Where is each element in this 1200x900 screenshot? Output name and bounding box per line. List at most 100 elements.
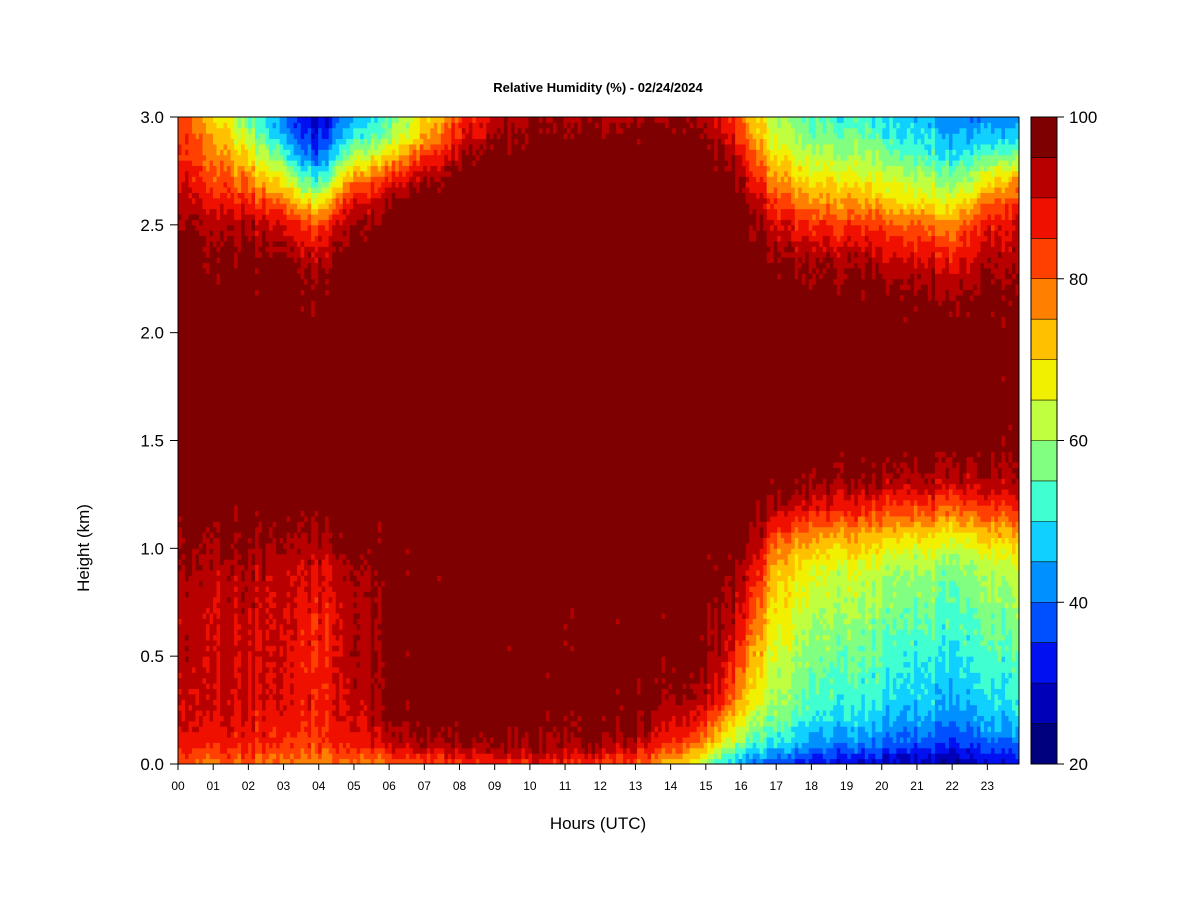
heatmap-cell (966, 170, 971, 183)
heatmap-cell (973, 214, 978, 226)
heatmap-cell (269, 154, 274, 161)
heatmap-cell (899, 467, 904, 474)
heatmap-cell (864, 580, 869, 587)
heatmap-cell (272, 602, 277, 609)
heatmap-cell (997, 559, 1002, 587)
heatmap-cell (770, 737, 775, 749)
heatmap-cell (1004, 677, 1009, 684)
heatmap-cell (307, 693, 312, 711)
heatmap-cell (903, 246, 908, 264)
heatmap-cell (920, 133, 925, 145)
heatmap-cell (861, 505, 866, 517)
heatmap-cell (602, 715, 606, 722)
heatmap-cell (742, 176, 747, 188)
heatmap-cell (920, 505, 925, 512)
heatmap-cell (910, 154, 915, 172)
heatmap-cell (787, 160, 792, 177)
heatmap-cell (780, 704, 785, 733)
heatmap-cell (777, 219, 782, 231)
heatmap-cell (1001, 510, 1006, 522)
heatmap-cell (616, 618, 621, 625)
heatmap-cell (966, 542, 971, 549)
heatmap-cell (412, 117, 417, 140)
heatmap-cell (959, 499, 964, 517)
heatmap-cell (283, 197, 288, 204)
heatmap-cell (938, 219, 943, 237)
heatmap-cell (917, 623, 922, 630)
heatmap-cell (941, 160, 946, 167)
heatmap-cell (346, 170, 351, 183)
heatmap-cell (325, 257, 330, 274)
heatmap-cell (766, 262, 771, 495)
heatmap-cell (868, 203, 873, 210)
heatmap-cell (405, 710, 410, 722)
heatmap-cell (349, 731, 354, 749)
heatmap-cell (973, 117, 978, 129)
heatmap-cell (854, 165, 859, 172)
heatmap-cell (311, 289, 316, 301)
heatmap-cell (941, 515, 946, 528)
heatmap-cell (766, 591, 771, 609)
heatmap-cell (889, 607, 894, 636)
heatmap-cell (773, 710, 778, 716)
heatmap-cell (913, 742, 918, 754)
heatmap-cell (854, 160, 859, 167)
heatmap-cell (752, 117, 757, 140)
heatmap-cell (931, 699, 936, 706)
heatmap-cell (230, 548, 235, 560)
heatmap-cell (220, 715, 225, 722)
heatmap-cell (889, 197, 894, 210)
heatmap-cell (983, 526, 988, 544)
heatmap-cell (430, 143, 435, 156)
heatmap-cell (864, 257, 869, 264)
heatmap-cell (885, 241, 890, 264)
heatmap-cell (237, 639, 242, 652)
heatmap-cell (265, 214, 270, 220)
heatmap-cell (913, 499, 918, 506)
heatmap-cell (346, 747, 351, 754)
heatmap-column (381, 117, 386, 765)
heatmap-cell (265, 542, 270, 576)
heatmap-cell (181, 160, 186, 183)
heatmap-cell (798, 165, 803, 172)
heatmap-cell (889, 284, 894, 474)
heatmap-cell (920, 575, 925, 630)
heatmap-column (577, 117, 582, 765)
heatmap-cell (826, 634, 831, 641)
heatmap-cell (875, 710, 880, 733)
heatmap-column (665, 117, 670, 765)
heatmap-cell (878, 731, 883, 749)
heatmap-cell (882, 219, 887, 231)
heatmap-cell (430, 154, 435, 167)
heatmap-cell (934, 693, 939, 700)
heatmap-cell (321, 170, 326, 183)
heatmap-cell (234, 505, 239, 522)
heatmap-cell (826, 650, 831, 673)
heatmap-cell (735, 602, 740, 641)
heatmap-cell (388, 720, 393, 743)
heatmap-cell (917, 154, 922, 167)
heatmap-cell (367, 117, 372, 123)
heatmap-cell (955, 639, 960, 652)
heatmap-cell (861, 489, 866, 506)
heatmap-cell (619, 710, 624, 733)
heatmap-cell (353, 138, 358, 150)
heatmap-cell (353, 731, 358, 749)
heatmap-cell (791, 629, 796, 636)
heatmap-cell (871, 623, 876, 630)
heatmap-cell (833, 704, 838, 727)
heatmap-column (545, 117, 550, 765)
heatmap-cell (672, 737, 677, 749)
heatmap-cell (672, 758, 677, 765)
heatmap-cell (854, 591, 859, 598)
heatmap-cell (321, 742, 326, 749)
heatmap-cell (882, 515, 887, 528)
heatmap-cell (980, 505, 985, 522)
heatmap-cell (924, 693, 929, 716)
heatmap-cell (829, 246, 834, 258)
heatmap-cell (325, 693, 330, 700)
heatmap-cell (735, 639, 740, 668)
heatmap-cell (363, 241, 368, 560)
heatmap-cell (714, 596, 719, 603)
heatmap-cell (234, 607, 239, 614)
